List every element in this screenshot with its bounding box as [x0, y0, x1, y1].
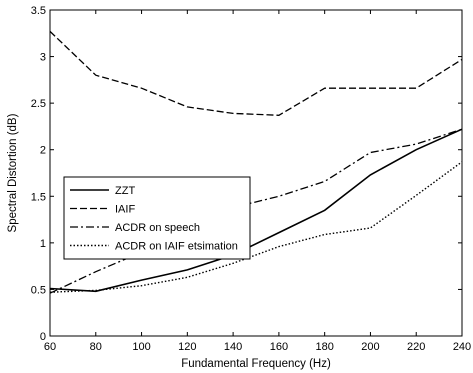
y-tick-label: 2.5	[31, 98, 46, 110]
x-axis-label: Fundamental Frequency (Hz)	[181, 358, 331, 370]
x-tick-label: 60	[44, 341, 56, 353]
y-tick-label: 0	[40, 331, 46, 343]
x-tick-label: 80	[90, 341, 102, 353]
y-axis-ticks: 0 0.5 1 1.5 2 2.5 3 3.5	[31, 5, 462, 343]
x-tick-label: 160	[270, 341, 288, 353]
y-tick-label: 1.5	[31, 191, 46, 203]
series-line-3	[49, 128, 463, 294]
legend-label: IAIF	[115, 204, 135, 216]
legend: ZZT IAIF ACDR on speech ACDR on IAIF etsima…	[63, 176, 251, 260]
plot-area-frame	[49, 9, 463, 337]
x-axis-ticks: 60 80 100 120 140 160 180 200 220 240	[44, 10, 471, 353]
x-tick-label: 140	[224, 341, 242, 353]
series-line-1	[49, 128, 463, 293]
x-tick-label: 200	[361, 341, 379, 353]
y-tick-label: 2	[40, 145, 46, 157]
y-tick-label: 3	[40, 52, 46, 64]
x-tick-label: 240	[453, 341, 471, 353]
x-tick-label: 180	[315, 341, 333, 353]
legend-label: ACDR on speech	[115, 222, 200, 234]
y-axis-label: Spectral Distortion (dB)	[7, 113, 19, 232]
y-tick-label: 3.5	[31, 5, 46, 17]
x-tick-label: 220	[407, 341, 425, 353]
y-tick-label: 1	[40, 238, 46, 250]
x-tick-label: 120	[178, 341, 196, 353]
series-line-2	[49, 30, 463, 116]
series-line-4	[49, 161, 463, 293]
series-lines	[49, 30, 463, 294]
y-tick-label: 0.5	[31, 284, 46, 296]
x-tick-label: 100	[132, 341, 150, 353]
legend-label: ACDR on IAIF etsimation	[115, 241, 238, 253]
legend-label: ZZT	[115, 185, 135, 197]
